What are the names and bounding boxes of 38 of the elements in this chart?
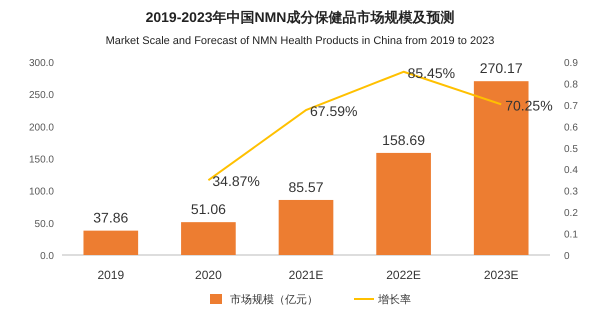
y2-tick-label: 0.3 — [564, 186, 578, 198]
bar — [83, 230, 138, 255]
data-label: 85.57 — [288, 178, 324, 195]
y-tick-label: 200.0 — [28, 122, 54, 134]
y-tick-label: 150.0 — [28, 154, 54, 166]
y2-tick-label: 0.9 — [564, 58, 578, 69]
legend-label: 增长率 — [377, 293, 411, 306]
y2-tick-label: 0.1 — [564, 230, 578, 241]
y2-tick-label: 0.5 — [564, 144, 578, 155]
x-tick-label: 2021E — [288, 268, 324, 282]
data-label: 158.69 — [382, 132, 426, 148]
y2-tick-label: 0.8 — [564, 79, 578, 90]
x-tick-label: 2020 — [195, 268, 222, 282]
y-tick-label: 0.0 — [40, 251, 54, 262]
data-label: 85.45% — [408, 64, 456, 81]
bar — [376, 152, 431, 255]
y2-tick-label: 0.6 — [564, 122, 578, 134]
chart-subtitle: Market Scale and Forecast of NMN Health Products in China from 2019 to 2023 — [106, 35, 494, 47]
y-tick-label: 100.0 — [28, 186, 54, 198]
y2-tick-label: 0.4 — [564, 165, 578, 176]
legend-label: 市场规模（亿元） — [230, 293, 318, 306]
bar — [181, 222, 236, 255]
data-label: 67.59% — [310, 103, 358, 120]
y-tick-label: 50.0 — [34, 218, 54, 230]
y2-tick-label: 0.7 — [564, 100, 578, 112]
data-label: 34.87% — [212, 173, 260, 190]
data-label: 51.06 — [190, 201, 226, 218]
bar — [278, 200, 334, 255]
x-tick-label: 2022E — [386, 268, 421, 282]
x-tick-label: 2019 — [97, 268, 124, 282]
chart-title: 2019-2023年中国NMN成分保健品市场规模及预测 — [146, 9, 454, 25]
y2-tick-label: 0 — [564, 251, 570, 262]
data-label: 37.86 — [93, 210, 129, 226]
y-tick-label: 250.0 — [28, 90, 54, 102]
data-label: 270.17 — [480, 60, 523, 76]
y-tick-label: 300.0 — [28, 58, 54, 69]
y2-tick-label: 0.2 — [564, 208, 578, 220]
x-tick-label: 2023E — [484, 268, 519, 282]
